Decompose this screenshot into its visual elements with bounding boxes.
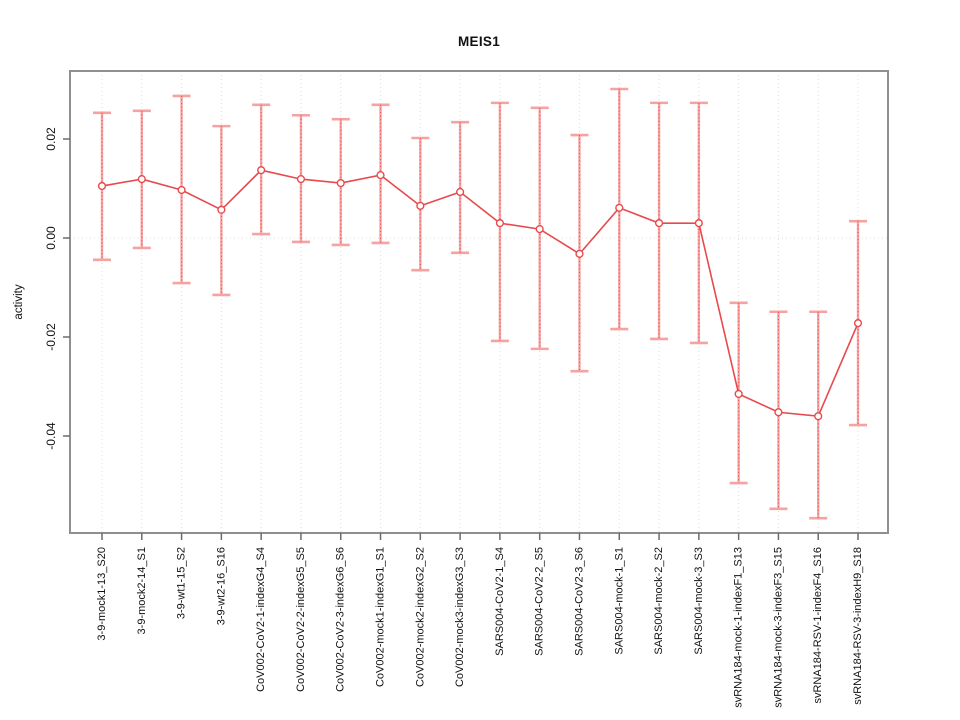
data-point — [336, 178, 345, 188]
data-point — [137, 174, 146, 184]
data-point — [734, 389, 743, 399]
x-tick-label: svRNA184-mock-1-indexF1_S13 — [733, 547, 745, 708]
data-point — [774, 408, 783, 417]
y-tick-label: 0.00 — [44, 226, 58, 250]
x-tick-label: svRNA184-RSV-3-indexH9_S18 — [852, 547, 864, 705]
y-tick-label: -0.02 — [44, 323, 58, 351]
x-tick-label: 3-9-mock2-14_S1 — [136, 547, 148, 634]
x-tick-label: CoV002-mock1-indexG1_S1 — [375, 547, 387, 687]
x-tick-label: 3-9-wt2-16_S16 — [215, 547, 227, 625]
x-tick-label: CoV002-CoV2-1-indexG4_S4 — [255, 547, 267, 692]
x-tick-label: 3-9-wt1-15_S2 — [176, 547, 188, 619]
data-point — [97, 181, 107, 191]
x-tick-label: SARS004-CoV2-1_S4 — [494, 547, 506, 656]
y-tick-label: 0.02 — [44, 127, 58, 151]
data-point — [853, 319, 863, 328]
x-tick-label: CoV002-mock2-indexG2_S2 — [414, 547, 426, 687]
chart-title: MEIS1 — [457, 34, 500, 49]
plot-border — [69, 70, 889, 534]
y-tick-label: -0.04 — [44, 422, 58, 450]
data-point — [615, 203, 624, 212]
x-tick-label: CoV002-CoV2-2-indexG5_S5 — [295, 547, 307, 692]
data-point — [575, 249, 584, 258]
data-point — [535, 224, 544, 234]
x-tick-label: CoV002-mock3-indexG3_S3 — [454, 547, 466, 687]
x-tick-label: 3-9-mock1-13_S20 — [96, 547, 108, 641]
x-tick-label: SARS004-mock-2_S2 — [653, 547, 665, 655]
data-point — [177, 185, 186, 195]
x-tick-label: svRNA184-RSV-1-indexF4_S16 — [812, 547, 824, 704]
data-point — [257, 166, 266, 175]
x-tick-label: SARS004-mock-1_S1 — [613, 547, 625, 655]
x-tick-label: CoV002-CoV2-3-indexG6_S6 — [335, 547, 347, 692]
data-point — [456, 187, 465, 197]
x-tick-label: svRNA184-mock-3-indexF3_S15 — [772, 547, 784, 708]
data-point — [654, 219, 664, 228]
data-point — [217, 205, 226, 214]
x-tick-label: SARS004-CoV2-2_S5 — [534, 547, 546, 656]
data-point — [694, 219, 703, 228]
data-point — [376, 171, 385, 180]
series-line — [101, 169, 859, 418]
x-tick-label: SARS004-CoV2-3_S6 — [573, 547, 585, 656]
data-point — [495, 219, 505, 228]
data-point — [814, 412, 823, 421]
data-point — [296, 174, 306, 184]
x-tick-label: SARS004-mock-3_S3 — [693, 547, 705, 655]
data-point — [416, 201, 425, 210]
